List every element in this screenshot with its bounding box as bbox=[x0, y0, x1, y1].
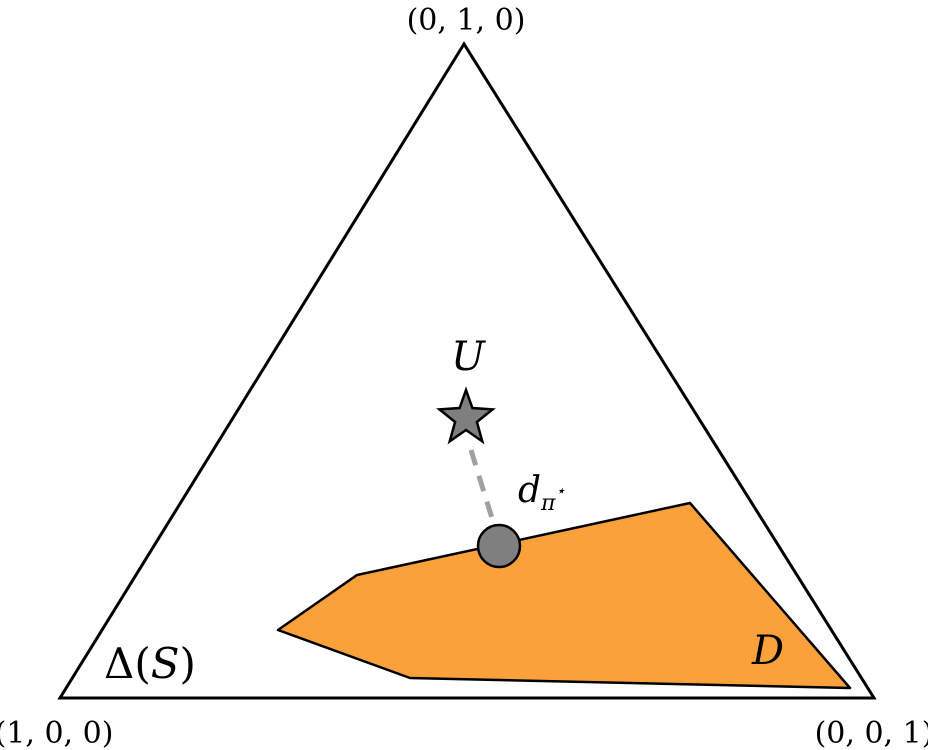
simplex-triangle bbox=[57, 41, 877, 700]
simplex-label-delta: Δ( bbox=[104, 639, 151, 688]
simplex-label-s: S bbox=[151, 639, 180, 688]
simplex-label: Δ(S) bbox=[104, 639, 196, 688]
distance-dash bbox=[468, 449, 498, 529]
vertex-label-left: (1, 0, 0) bbox=[0, 716, 113, 750]
vertex-label-top: (0, 1, 0) bbox=[407, 3, 526, 38]
optimal-label-d: d bbox=[518, 470, 541, 511]
uniform-label: U bbox=[451, 334, 486, 380]
dataset-label: D bbox=[751, 628, 784, 674]
optimal-label-sub: π bbox=[540, 491, 556, 516]
optimal-point-marker bbox=[476, 523, 522, 569]
region-d bbox=[276, 501, 852, 690]
optimal-label-sup: ⋆ bbox=[556, 481, 566, 500]
vertex-label-right: (0, 0, 1) bbox=[815, 716, 928, 750]
uniform-star-marker bbox=[436, 386, 496, 445]
simplex-label-close: ) bbox=[180, 639, 196, 688]
optimal-label: dπ⋆ bbox=[518, 470, 566, 516]
